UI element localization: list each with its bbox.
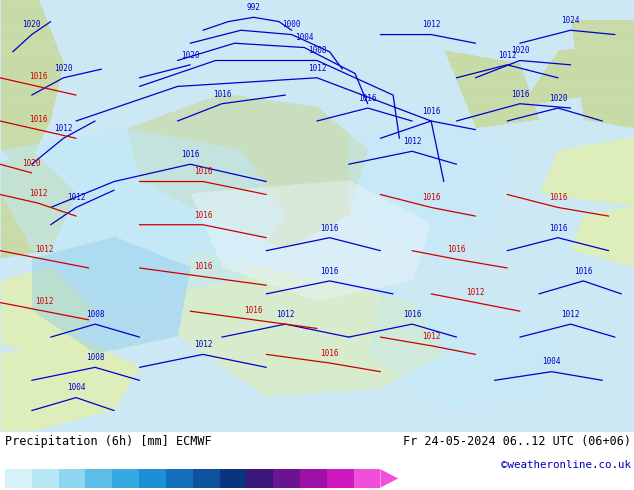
Text: 1016: 1016 <box>193 263 212 271</box>
Text: 1020: 1020 <box>22 21 41 29</box>
Text: 1012: 1012 <box>307 64 327 73</box>
Text: 1004: 1004 <box>295 33 314 42</box>
Text: 1016: 1016 <box>574 267 593 276</box>
Text: 1016: 1016 <box>212 90 231 98</box>
Text: 992: 992 <box>247 3 261 12</box>
Text: 1012: 1012 <box>29 189 48 198</box>
Text: 1020: 1020 <box>22 159 41 168</box>
Text: 1000: 1000 <box>282 21 301 29</box>
Bar <box>86 469 112 488</box>
Bar <box>300 469 327 488</box>
Text: 1008: 1008 <box>86 310 105 319</box>
Bar <box>139 469 166 488</box>
Bar <box>219 469 247 488</box>
Text: 1012: 1012 <box>193 340 212 349</box>
Text: 1012: 1012 <box>403 137 422 146</box>
Text: 1016: 1016 <box>403 310 422 319</box>
Text: 1016: 1016 <box>193 167 212 176</box>
Text: 1016: 1016 <box>510 90 529 98</box>
Text: 1004: 1004 <box>67 383 86 392</box>
Text: 1012: 1012 <box>422 332 441 341</box>
Text: 1016: 1016 <box>548 223 567 233</box>
Bar <box>273 469 300 488</box>
Text: Fr 24-05-2024 06..12 UTC (06+06): Fr 24-05-2024 06..12 UTC (06+06) <box>403 435 631 448</box>
Polygon shape <box>380 469 398 488</box>
Text: 1016: 1016 <box>29 72 48 81</box>
Bar <box>247 469 273 488</box>
Bar <box>5 469 32 488</box>
Text: 1016: 1016 <box>422 107 441 116</box>
Text: 1012: 1012 <box>35 245 54 254</box>
Text: 1024: 1024 <box>561 16 580 25</box>
Text: 1008: 1008 <box>86 353 105 362</box>
Text: 1012: 1012 <box>561 310 580 319</box>
Text: 1012: 1012 <box>422 21 441 29</box>
Text: 1016: 1016 <box>422 193 441 202</box>
Text: 1012: 1012 <box>466 288 485 297</box>
Text: 1016: 1016 <box>548 193 567 202</box>
Text: 1016: 1016 <box>447 245 466 254</box>
Text: 1004: 1004 <box>542 358 561 367</box>
Text: 1020: 1020 <box>510 47 529 55</box>
Bar <box>112 469 139 488</box>
Text: 1016: 1016 <box>244 306 263 315</box>
Text: 1012: 1012 <box>67 193 86 202</box>
Text: 1012: 1012 <box>276 310 295 319</box>
Text: 1016: 1016 <box>358 94 377 103</box>
Text: 1016: 1016 <box>320 349 339 358</box>
Text: 1016: 1016 <box>193 211 212 220</box>
Text: 1012: 1012 <box>498 50 517 60</box>
Text: 1020: 1020 <box>54 64 73 73</box>
Text: 1016: 1016 <box>181 150 200 159</box>
Text: 1012: 1012 <box>35 297 54 306</box>
Bar <box>193 469 219 488</box>
Bar <box>166 469 193 488</box>
Text: 1016: 1016 <box>320 223 339 233</box>
Bar <box>327 469 354 488</box>
Text: 1012: 1012 <box>54 124 73 133</box>
Text: 1020: 1020 <box>181 50 200 60</box>
Text: 1020: 1020 <box>548 94 567 103</box>
Text: Precipitation (6h) [mm] ECMWF: Precipitation (6h) [mm] ECMWF <box>5 435 212 448</box>
Text: 1016: 1016 <box>320 267 339 276</box>
Text: 1016: 1016 <box>29 116 48 124</box>
Bar <box>354 469 380 488</box>
Bar <box>32 469 59 488</box>
Text: 1008: 1008 <box>307 47 327 55</box>
Bar <box>59 469 86 488</box>
Text: ©weatheronline.co.uk: ©weatheronline.co.uk <box>501 460 631 470</box>
